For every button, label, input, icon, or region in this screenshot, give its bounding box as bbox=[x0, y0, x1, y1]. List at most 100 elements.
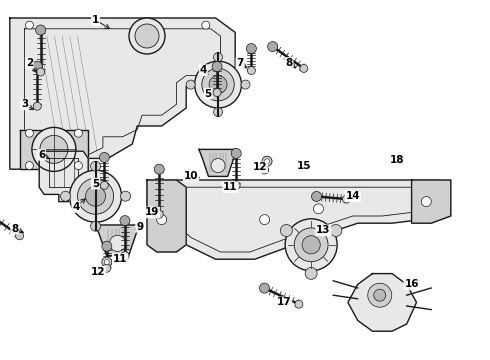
Circle shape bbox=[214, 53, 222, 62]
Circle shape bbox=[155, 210, 163, 218]
Circle shape bbox=[247, 67, 255, 75]
Text: 13: 13 bbox=[316, 225, 331, 235]
Circle shape bbox=[213, 89, 221, 96]
Polygon shape bbox=[96, 225, 140, 256]
Polygon shape bbox=[147, 180, 186, 252]
Circle shape bbox=[77, 178, 114, 214]
Circle shape bbox=[91, 161, 100, 171]
Polygon shape bbox=[412, 180, 451, 223]
Circle shape bbox=[154, 164, 164, 174]
Circle shape bbox=[195, 61, 242, 108]
Circle shape bbox=[40, 135, 68, 163]
Circle shape bbox=[280, 225, 293, 237]
Text: 17: 17 bbox=[277, 297, 292, 307]
Circle shape bbox=[121, 252, 129, 260]
Circle shape bbox=[102, 241, 112, 251]
Circle shape bbox=[37, 68, 45, 76]
Polygon shape bbox=[10, 18, 235, 169]
Circle shape bbox=[231, 148, 241, 158]
Circle shape bbox=[241, 80, 250, 89]
Text: 8: 8 bbox=[11, 224, 18, 234]
Circle shape bbox=[214, 108, 222, 117]
Circle shape bbox=[246, 44, 256, 54]
Text: 19: 19 bbox=[145, 207, 159, 217]
Text: 10: 10 bbox=[184, 171, 198, 181]
Circle shape bbox=[99, 152, 109, 162]
Circle shape bbox=[368, 283, 392, 307]
Text: 1: 1 bbox=[92, 15, 99, 25]
Text: 4: 4 bbox=[199, 65, 207, 75]
Circle shape bbox=[135, 24, 159, 48]
Circle shape bbox=[121, 191, 130, 201]
Circle shape bbox=[294, 228, 328, 262]
Circle shape bbox=[36, 25, 46, 35]
Circle shape bbox=[129, 18, 165, 54]
Text: 3: 3 bbox=[21, 99, 28, 109]
Circle shape bbox=[16, 232, 24, 240]
Circle shape bbox=[285, 219, 337, 271]
Circle shape bbox=[120, 216, 130, 226]
Text: 8: 8 bbox=[286, 58, 293, 68]
Polygon shape bbox=[147, 180, 441, 259]
Text: 11: 11 bbox=[113, 254, 127, 264]
Circle shape bbox=[33, 102, 41, 110]
Circle shape bbox=[102, 257, 112, 267]
Text: 5: 5 bbox=[92, 179, 99, 189]
Circle shape bbox=[103, 264, 111, 272]
Circle shape bbox=[314, 204, 323, 214]
Circle shape bbox=[265, 159, 270, 164]
Circle shape bbox=[421, 197, 431, 207]
Circle shape bbox=[86, 186, 105, 206]
Polygon shape bbox=[39, 151, 88, 202]
Circle shape bbox=[211, 159, 225, 172]
Circle shape bbox=[212, 62, 222, 72]
Circle shape bbox=[330, 225, 342, 237]
Circle shape bbox=[343, 195, 350, 203]
Circle shape bbox=[232, 181, 240, 189]
Circle shape bbox=[202, 21, 210, 29]
Text: 4: 4 bbox=[72, 202, 80, 212]
Circle shape bbox=[374, 289, 386, 301]
Text: 18: 18 bbox=[390, 155, 404, 165]
Circle shape bbox=[209, 76, 227, 94]
Text: 12: 12 bbox=[91, 267, 105, 277]
Circle shape bbox=[32, 61, 42, 71]
Circle shape bbox=[70, 170, 122, 222]
Circle shape bbox=[91, 221, 100, 231]
Text: 5: 5 bbox=[205, 89, 212, 99]
Polygon shape bbox=[348, 274, 416, 331]
Circle shape bbox=[260, 283, 270, 293]
Circle shape bbox=[110, 235, 126, 251]
Polygon shape bbox=[20, 130, 88, 169]
Circle shape bbox=[262, 156, 272, 166]
Circle shape bbox=[32, 127, 76, 171]
Circle shape bbox=[305, 267, 317, 279]
Text: 7: 7 bbox=[236, 58, 244, 68]
Circle shape bbox=[260, 215, 270, 225]
Text: 14: 14 bbox=[345, 191, 360, 201]
Circle shape bbox=[312, 192, 321, 202]
Text: 9: 9 bbox=[136, 222, 143, 232]
Circle shape bbox=[25, 129, 33, 137]
Circle shape bbox=[263, 168, 267, 172]
Circle shape bbox=[104, 260, 109, 265]
Circle shape bbox=[25, 21, 33, 29]
Text: 11: 11 bbox=[223, 182, 238, 192]
Circle shape bbox=[186, 80, 195, 89]
Circle shape bbox=[300, 64, 308, 72]
Circle shape bbox=[268, 42, 278, 51]
Text: 6: 6 bbox=[38, 150, 45, 160]
Circle shape bbox=[100, 181, 108, 189]
Circle shape bbox=[302, 236, 320, 254]
Polygon shape bbox=[199, 149, 237, 176]
Circle shape bbox=[25, 162, 33, 170]
Text: 2: 2 bbox=[26, 58, 33, 68]
Circle shape bbox=[202, 68, 234, 101]
Text: 16: 16 bbox=[404, 279, 419, 289]
Circle shape bbox=[61, 191, 71, 201]
Circle shape bbox=[261, 166, 269, 174]
Text: 15: 15 bbox=[296, 161, 311, 171]
Text: 12: 12 bbox=[252, 162, 267, 172]
Circle shape bbox=[157, 215, 167, 225]
Circle shape bbox=[295, 300, 303, 308]
